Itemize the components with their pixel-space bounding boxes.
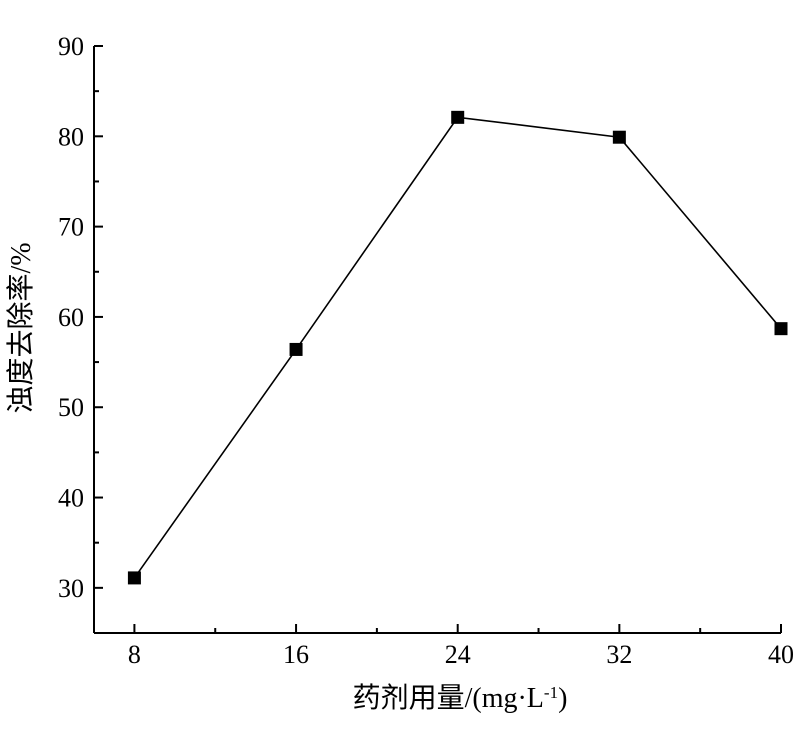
y-ticks: 30 40 50 60 70 80 90	[58, 32, 103, 634]
y-tick-label: 70	[58, 213, 84, 242]
x-ticks: 8 16 24 32 40	[128, 624, 794, 669]
x-axis-title: 药剂用量/(mg·L-1)	[353, 682, 568, 714]
x-tick-label: 40	[768, 640, 794, 669]
x-axis-title-close: )	[558, 683, 567, 714]
y-tick-label: 50	[58, 393, 84, 422]
x-axis-title-exponent: -1	[544, 683, 558, 702]
data-point-marker	[451, 110, 465, 124]
data-point-marker	[774, 322, 788, 336]
axes	[93, 46, 781, 634]
data-point-marker	[127, 571, 141, 585]
y-tick-label: 60	[58, 303, 84, 332]
x-tick-label: 24	[445, 640, 471, 669]
y-axis-title: 浊度去除率/%	[5, 242, 37, 413]
y-tick-label: 80	[58, 122, 84, 151]
data-point-marker	[289, 342, 303, 356]
y-tick-label: 30	[58, 574, 84, 603]
x-tick-label: 32	[606, 640, 632, 669]
series	[127, 110, 788, 585]
y-tick-label: 40	[58, 484, 84, 513]
x-tick-label: 8	[128, 640, 141, 669]
series-line	[133, 116, 782, 579]
data-point-marker	[612, 130, 626, 144]
x-tick-label: 16	[283, 640, 309, 669]
x-axis-title-main: 药剂用量/(mg·L	[353, 682, 544, 714]
y-tick-label: 90	[58, 32, 84, 61]
